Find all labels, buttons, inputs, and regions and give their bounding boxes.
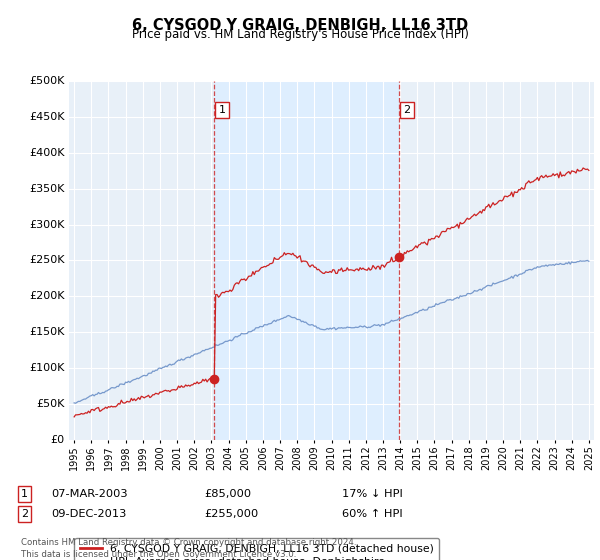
Text: £85,000: £85,000: [204, 489, 251, 499]
Text: £100K: £100K: [29, 363, 65, 373]
Text: Price paid vs. HM Land Registry's House Price Index (HPI): Price paid vs. HM Land Registry's House …: [131, 28, 469, 41]
Text: £450K: £450K: [29, 112, 65, 122]
Text: £50K: £50K: [37, 399, 65, 409]
Text: 17% ↓ HPI: 17% ↓ HPI: [342, 489, 403, 499]
Text: £500K: £500K: [29, 76, 65, 86]
Text: 60% ↑ HPI: 60% ↑ HPI: [342, 509, 403, 519]
Text: 2: 2: [21, 509, 28, 519]
Text: £150K: £150K: [29, 327, 65, 337]
Text: Contains HM Land Registry data © Crown copyright and database right 2024.
This d: Contains HM Land Registry data © Crown c…: [21, 538, 356, 559]
Text: 1: 1: [21, 489, 28, 499]
Text: £350K: £350K: [29, 184, 65, 194]
Text: 1: 1: [218, 105, 226, 115]
Text: £0: £0: [50, 435, 65, 445]
Text: 6, CYSGOD Y GRAIG, DENBIGH, LL16 3TD: 6, CYSGOD Y GRAIG, DENBIGH, LL16 3TD: [132, 18, 468, 33]
Bar: [214, 81, 399, 440]
Text: £250K: £250K: [29, 255, 65, 265]
Text: £400K: £400K: [29, 148, 65, 158]
Legend: 6, CYSGOD Y GRAIG, DENBIGH, LL16 3TD (detached house), HPI: Average price, detac: 6, CYSGOD Y GRAIG, DENBIGH, LL16 3TD (de…: [74, 538, 439, 560]
Text: 09-DEC-2013: 09-DEC-2013: [51, 509, 127, 519]
Text: £300K: £300K: [29, 220, 65, 230]
Text: 07-MAR-2003: 07-MAR-2003: [51, 489, 128, 499]
Text: 2: 2: [403, 105, 410, 115]
Text: £255,000: £255,000: [204, 509, 258, 519]
Text: £200K: £200K: [29, 291, 65, 301]
